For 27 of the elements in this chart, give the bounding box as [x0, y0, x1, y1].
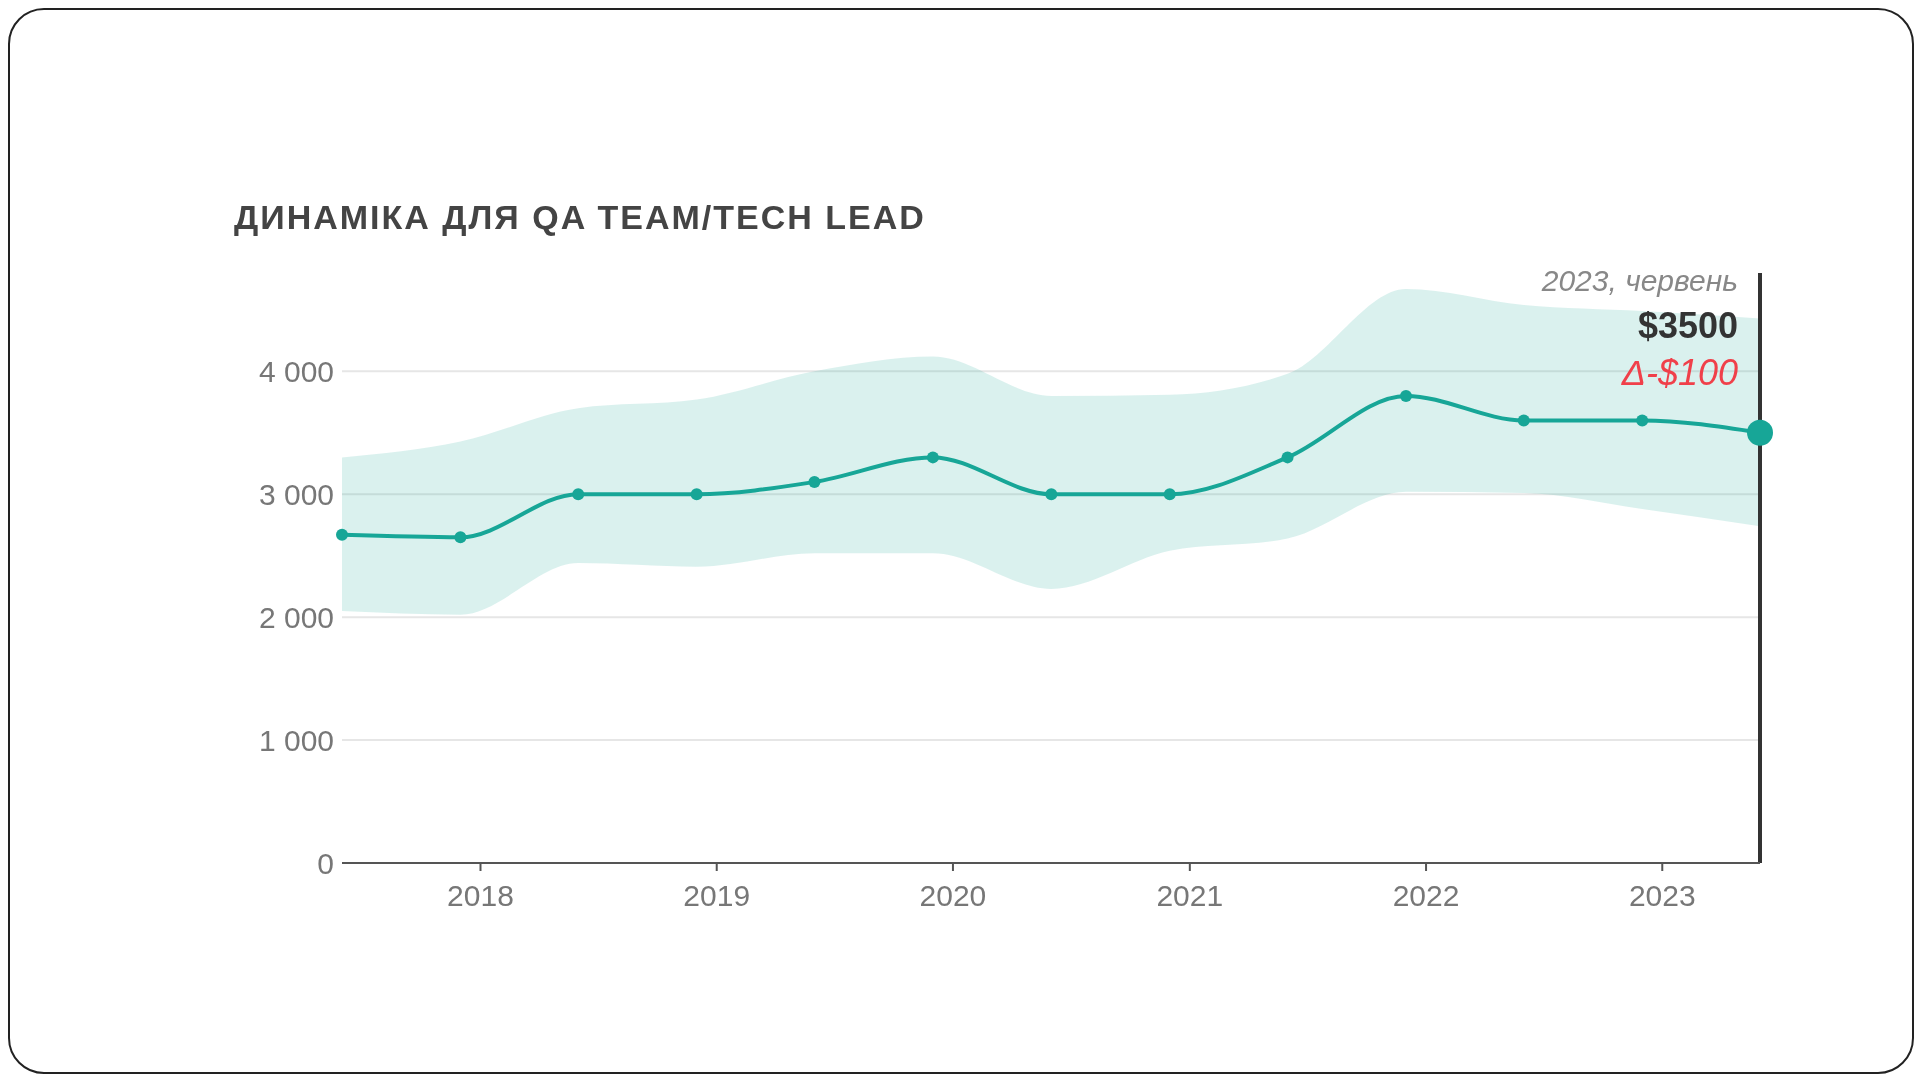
point — [1517, 414, 1530, 427]
x-tick-label: 2020 — [919, 879, 987, 913]
x-tick-label: 2023 — [1628, 879, 1696, 913]
x-tick-label: 2018 — [447, 879, 514, 913]
point — [808, 475, 821, 488]
point — [1163, 488, 1176, 501]
annotation: Δ-$100 — [1620, 351, 1738, 393]
y-tick-label: 1 000 — [258, 723, 334, 757]
annotation: $3500 — [1637, 304, 1738, 346]
point — [926, 451, 939, 464]
point — [336, 528, 348, 541]
x-tick-label: 2022 — [1392, 879, 1460, 913]
y-tick-label: 4 000 — [258, 354, 334, 388]
y-tick-label: 3 000 — [258, 477, 334, 511]
point — [690, 488, 703, 501]
point — [572, 488, 585, 501]
annotation: 2023, червень — [1540, 263, 1738, 297]
x-tick-label: 2021 — [1156, 879, 1224, 913]
point — [1281, 451, 1294, 464]
point — [454, 531, 467, 544]
y-tick-label: 0 — [317, 846, 334, 880]
point — [1399, 389, 1412, 402]
y-tick-label: 2 000 — [258, 600, 334, 634]
x-tick-label: 2019 — [683, 879, 751, 913]
point — [1636, 414, 1649, 427]
chart-title: ДИНАМІКА ДЛЯ QA TEAM/TECH LEAD — [234, 198, 926, 237]
point — [1045, 488, 1058, 501]
